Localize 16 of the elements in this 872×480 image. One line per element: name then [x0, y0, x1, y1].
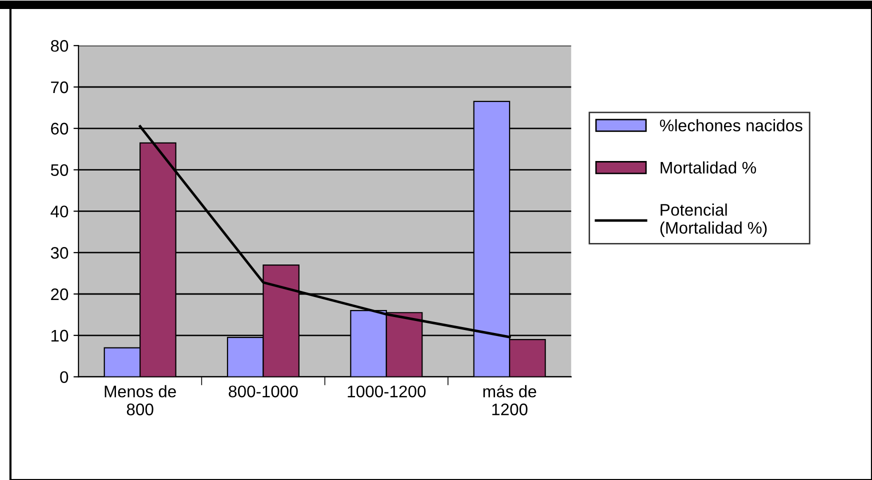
y-tick-label: 70	[51, 81, 68, 94]
x-tick-label: Menos de 800	[104, 385, 176, 416]
x-tick-label: 800-1000	[228, 386, 298, 398]
y-tick-label: 50	[50, 164, 68, 176]
y-tick-label: 10	[51, 330, 68, 342]
y-tick-label: 30	[50, 247, 68, 259]
y-tick-label: 40	[50, 206, 68, 218]
legend-label: Potencial (Mortalidad %)	[660, 204, 767, 238]
y-tick-label: 60	[51, 122, 68, 135]
y-tick-label: 0	[60, 371, 68, 384]
legend-label: Mortalidad %	[660, 161, 756, 174]
legend-label: %lechones nacidos	[660, 119, 802, 132]
x-tick-label: más de 1200	[483, 384, 536, 416]
y-tick-label: 80	[50, 40, 68, 52]
x-tick-label: 1000-1200	[348, 386, 426, 398]
y-tick-label: 20	[51, 288, 68, 300]
